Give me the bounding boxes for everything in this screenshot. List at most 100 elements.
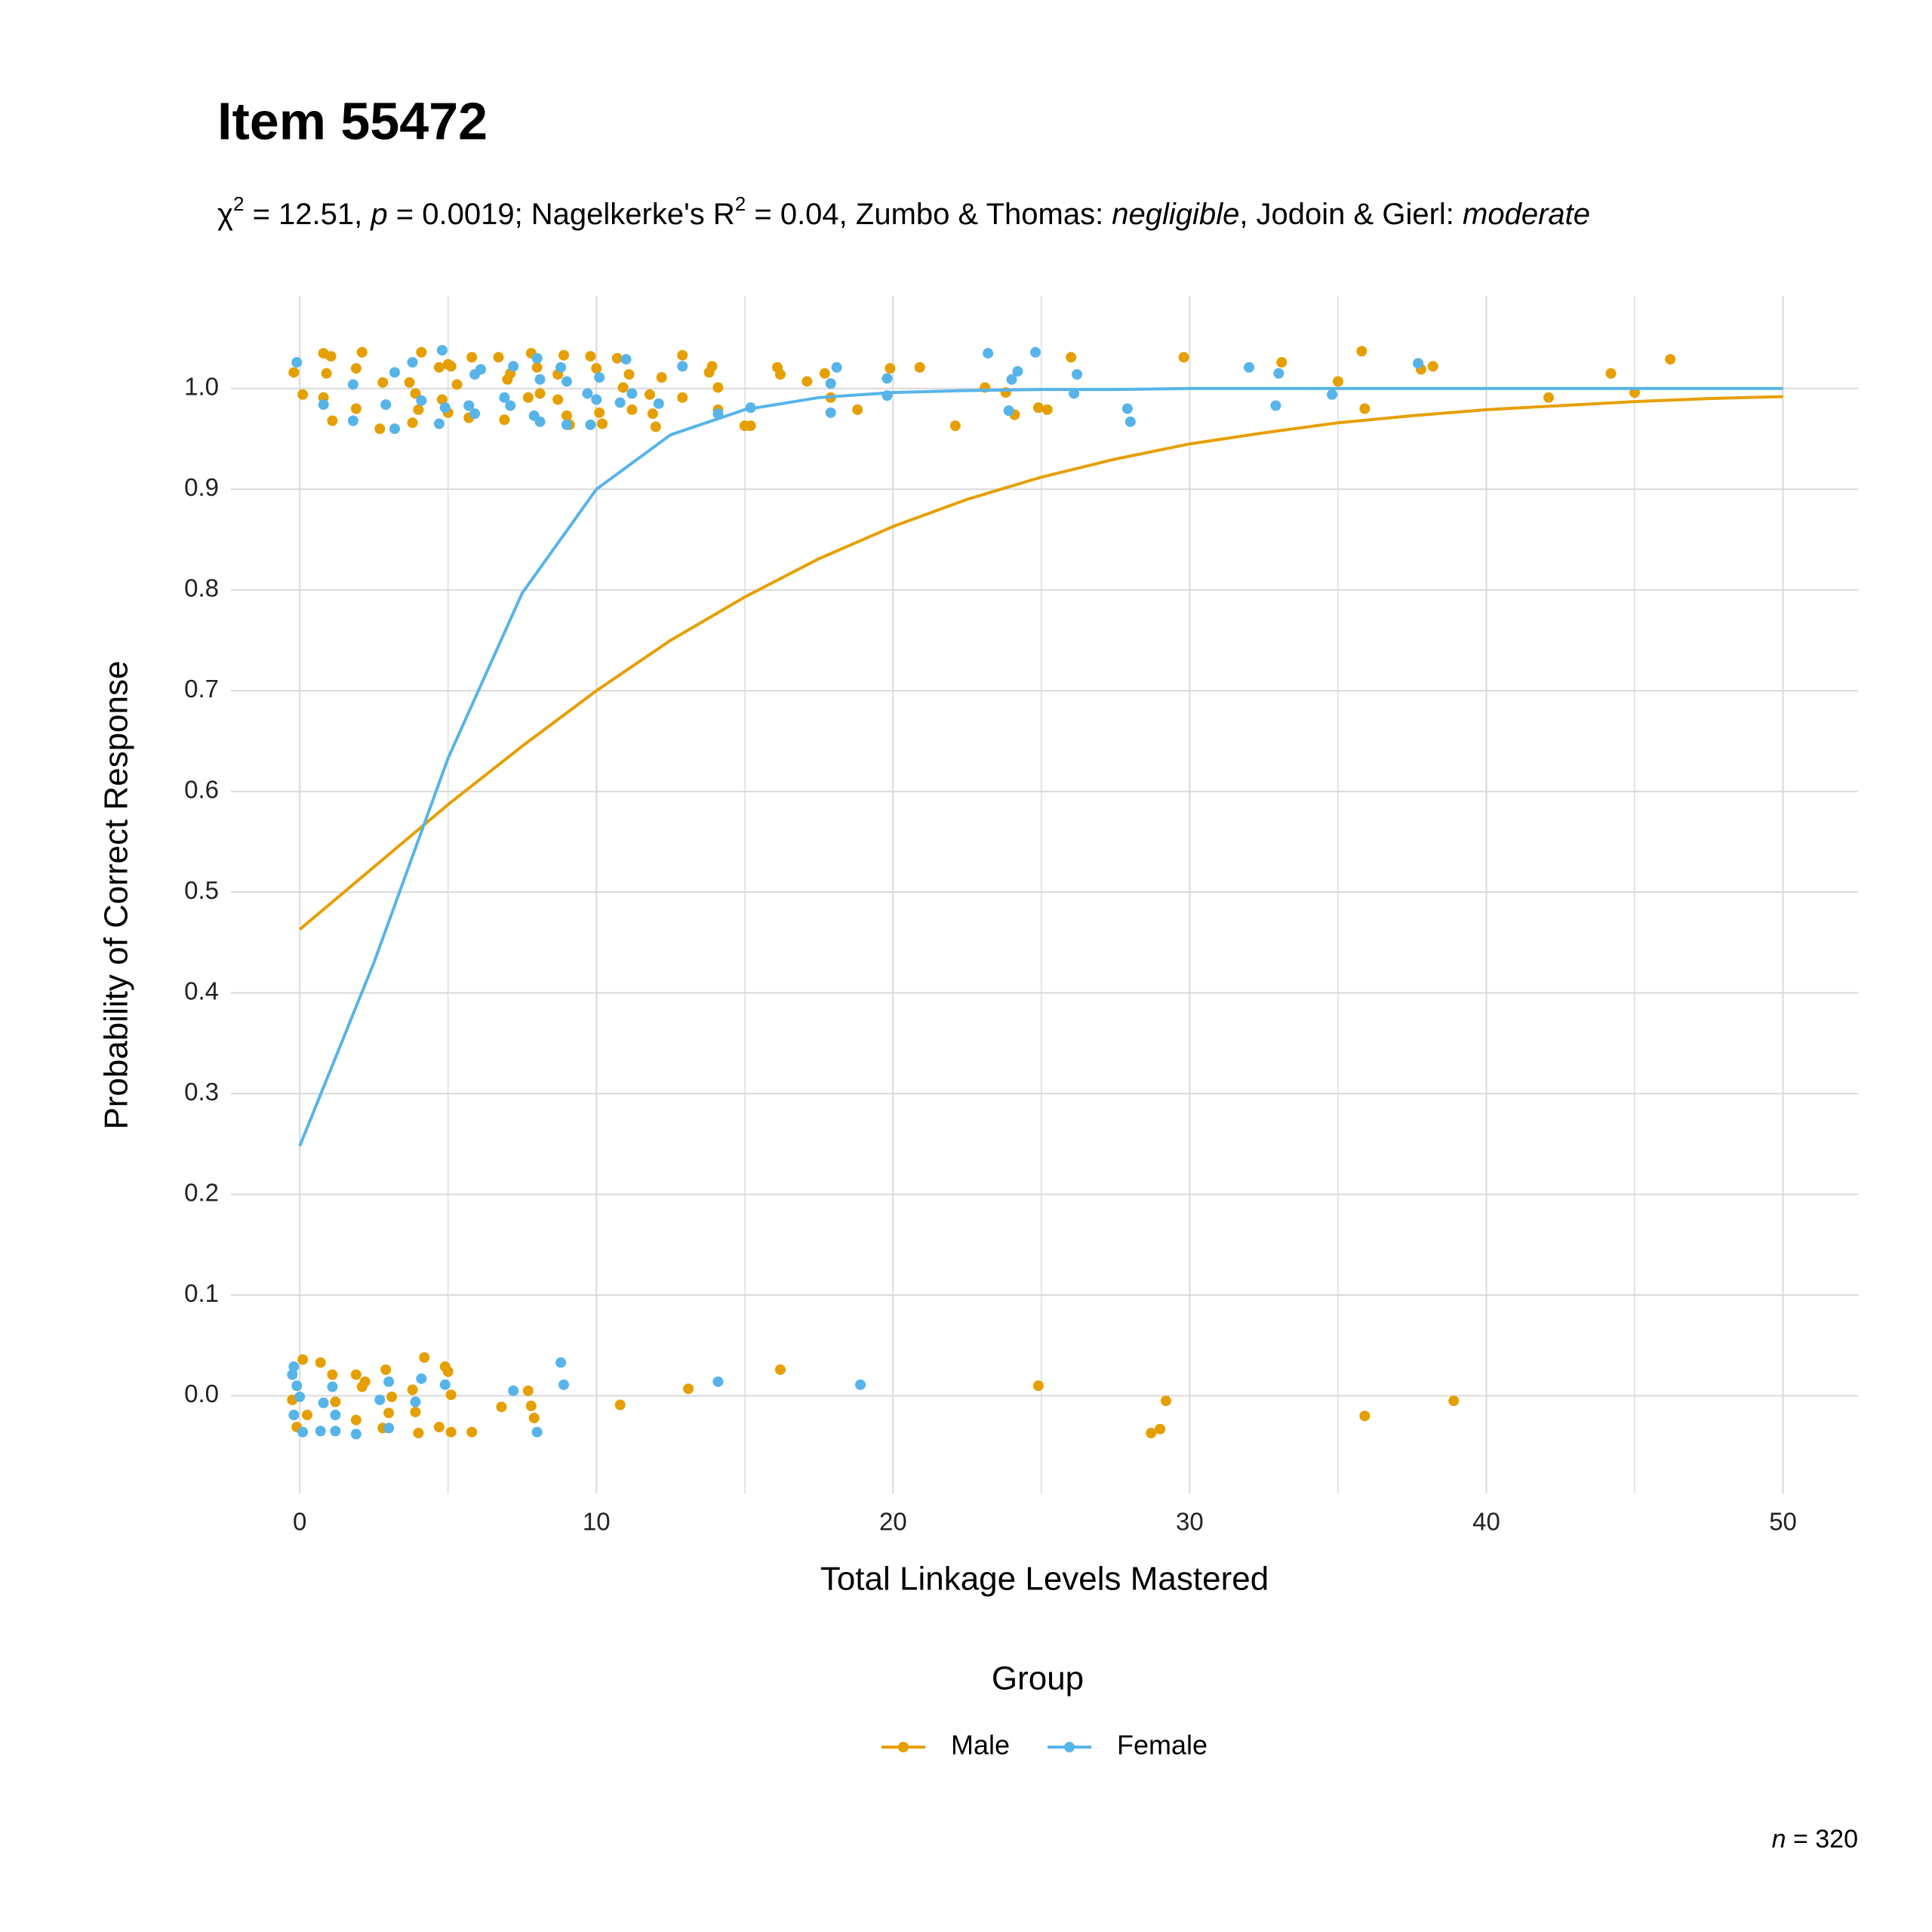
data-point xyxy=(416,1373,427,1384)
data-point xyxy=(463,400,475,411)
data-point xyxy=(356,1381,368,1392)
data-point xyxy=(347,379,358,390)
data-point xyxy=(294,1391,306,1402)
data-point xyxy=(677,361,688,372)
data-point xyxy=(531,1426,543,1438)
data-point xyxy=(1543,392,1555,403)
data-point xyxy=(445,1426,457,1438)
data-point xyxy=(914,361,925,373)
fit-curve xyxy=(298,395,1783,931)
data-point xyxy=(389,423,400,435)
data-point xyxy=(525,1400,537,1411)
data-point xyxy=(594,372,605,383)
data-point xyxy=(1146,1427,1157,1438)
data-point xyxy=(745,420,756,432)
chart-subtitle: χ2 = 12.51, p = 0.0019; Nagelkerke's R2 … xyxy=(217,192,1590,231)
data-point xyxy=(1041,404,1053,415)
caption-part: = 320 xyxy=(1786,1825,1858,1854)
data-point xyxy=(1359,403,1371,414)
data-point xyxy=(327,415,338,426)
data-point xyxy=(1072,369,1083,380)
data-point xyxy=(413,1427,424,1438)
data-point xyxy=(522,1385,534,1396)
data-point xyxy=(677,392,688,403)
y-tick-label: 0.9 xyxy=(184,473,219,501)
data-point xyxy=(531,361,543,373)
data-point xyxy=(1155,1423,1166,1435)
subtitle-part: = 12.51, xyxy=(244,198,371,231)
data-point xyxy=(383,1423,395,1434)
data-point xyxy=(1178,352,1189,363)
data-point xyxy=(466,352,478,363)
data-point xyxy=(386,1391,398,1402)
data-point xyxy=(1273,368,1284,379)
data-point xyxy=(555,1357,567,1368)
y-tick-label: 0.6 xyxy=(184,775,219,803)
data-point xyxy=(475,364,486,375)
data-point xyxy=(855,1379,866,1390)
legend-label: Male xyxy=(951,1730,1010,1761)
data-point xyxy=(555,361,567,373)
data-point xyxy=(350,1429,361,1440)
data-point xyxy=(499,392,510,403)
data-point xyxy=(647,408,658,420)
data-point xyxy=(677,349,688,361)
data-point xyxy=(433,361,445,373)
data-point xyxy=(350,1369,361,1380)
data-point xyxy=(350,1414,361,1426)
legend-key-point xyxy=(1063,1742,1075,1752)
data-point xyxy=(297,389,309,400)
data-point xyxy=(318,399,329,411)
data-point xyxy=(439,1379,451,1390)
data-point xyxy=(1413,358,1424,369)
data-point xyxy=(1276,357,1287,368)
data-point xyxy=(416,346,427,358)
data-point xyxy=(508,1385,519,1396)
legend-key-point xyxy=(897,1742,909,1752)
y-tick-label: 0.4 xyxy=(184,977,219,1004)
data-point xyxy=(591,363,602,374)
data-point xyxy=(1012,366,1023,377)
data-point xyxy=(1121,403,1133,414)
legend-title: Group xyxy=(992,1660,1084,1697)
data-point xyxy=(774,1364,786,1375)
data-point xyxy=(383,1376,395,1387)
data-point xyxy=(389,367,400,378)
data-point xyxy=(582,388,593,399)
data-point xyxy=(315,1357,326,1368)
data-point xyxy=(445,361,457,372)
data-point xyxy=(561,419,572,430)
subtitle-italic: moderate xyxy=(1463,198,1590,231)
data-point xyxy=(508,361,519,372)
data-point xyxy=(380,1364,392,1375)
data-point xyxy=(881,373,893,384)
data-point xyxy=(315,1426,326,1437)
data-point xyxy=(712,1376,724,1387)
data-point xyxy=(585,419,596,430)
data-point xyxy=(1032,402,1044,414)
data-point xyxy=(377,377,389,388)
data-point xyxy=(347,415,358,426)
data-point xyxy=(801,376,813,387)
data-point xyxy=(531,352,543,364)
data-point xyxy=(558,1379,570,1390)
data-point xyxy=(591,394,602,405)
data-point xyxy=(330,1426,341,1437)
subtitle-part: χ xyxy=(217,198,233,231)
y-tick-label: 0.1 xyxy=(184,1279,219,1307)
data-point xyxy=(327,1381,338,1392)
y-tick-label: 0.2 xyxy=(184,1178,219,1206)
data-point xyxy=(287,1369,298,1380)
data-point xyxy=(496,1401,507,1413)
data-point xyxy=(645,389,656,400)
legend-item: Female xyxy=(1047,1730,1208,1761)
data-point xyxy=(1032,1380,1044,1392)
data-point xyxy=(611,352,623,364)
data-point xyxy=(288,1409,300,1420)
data-point xyxy=(330,1409,341,1420)
legend: Male Female xyxy=(881,1730,1208,1761)
data-point xyxy=(318,1397,329,1408)
data-point xyxy=(825,407,836,418)
data-point xyxy=(528,1412,540,1423)
